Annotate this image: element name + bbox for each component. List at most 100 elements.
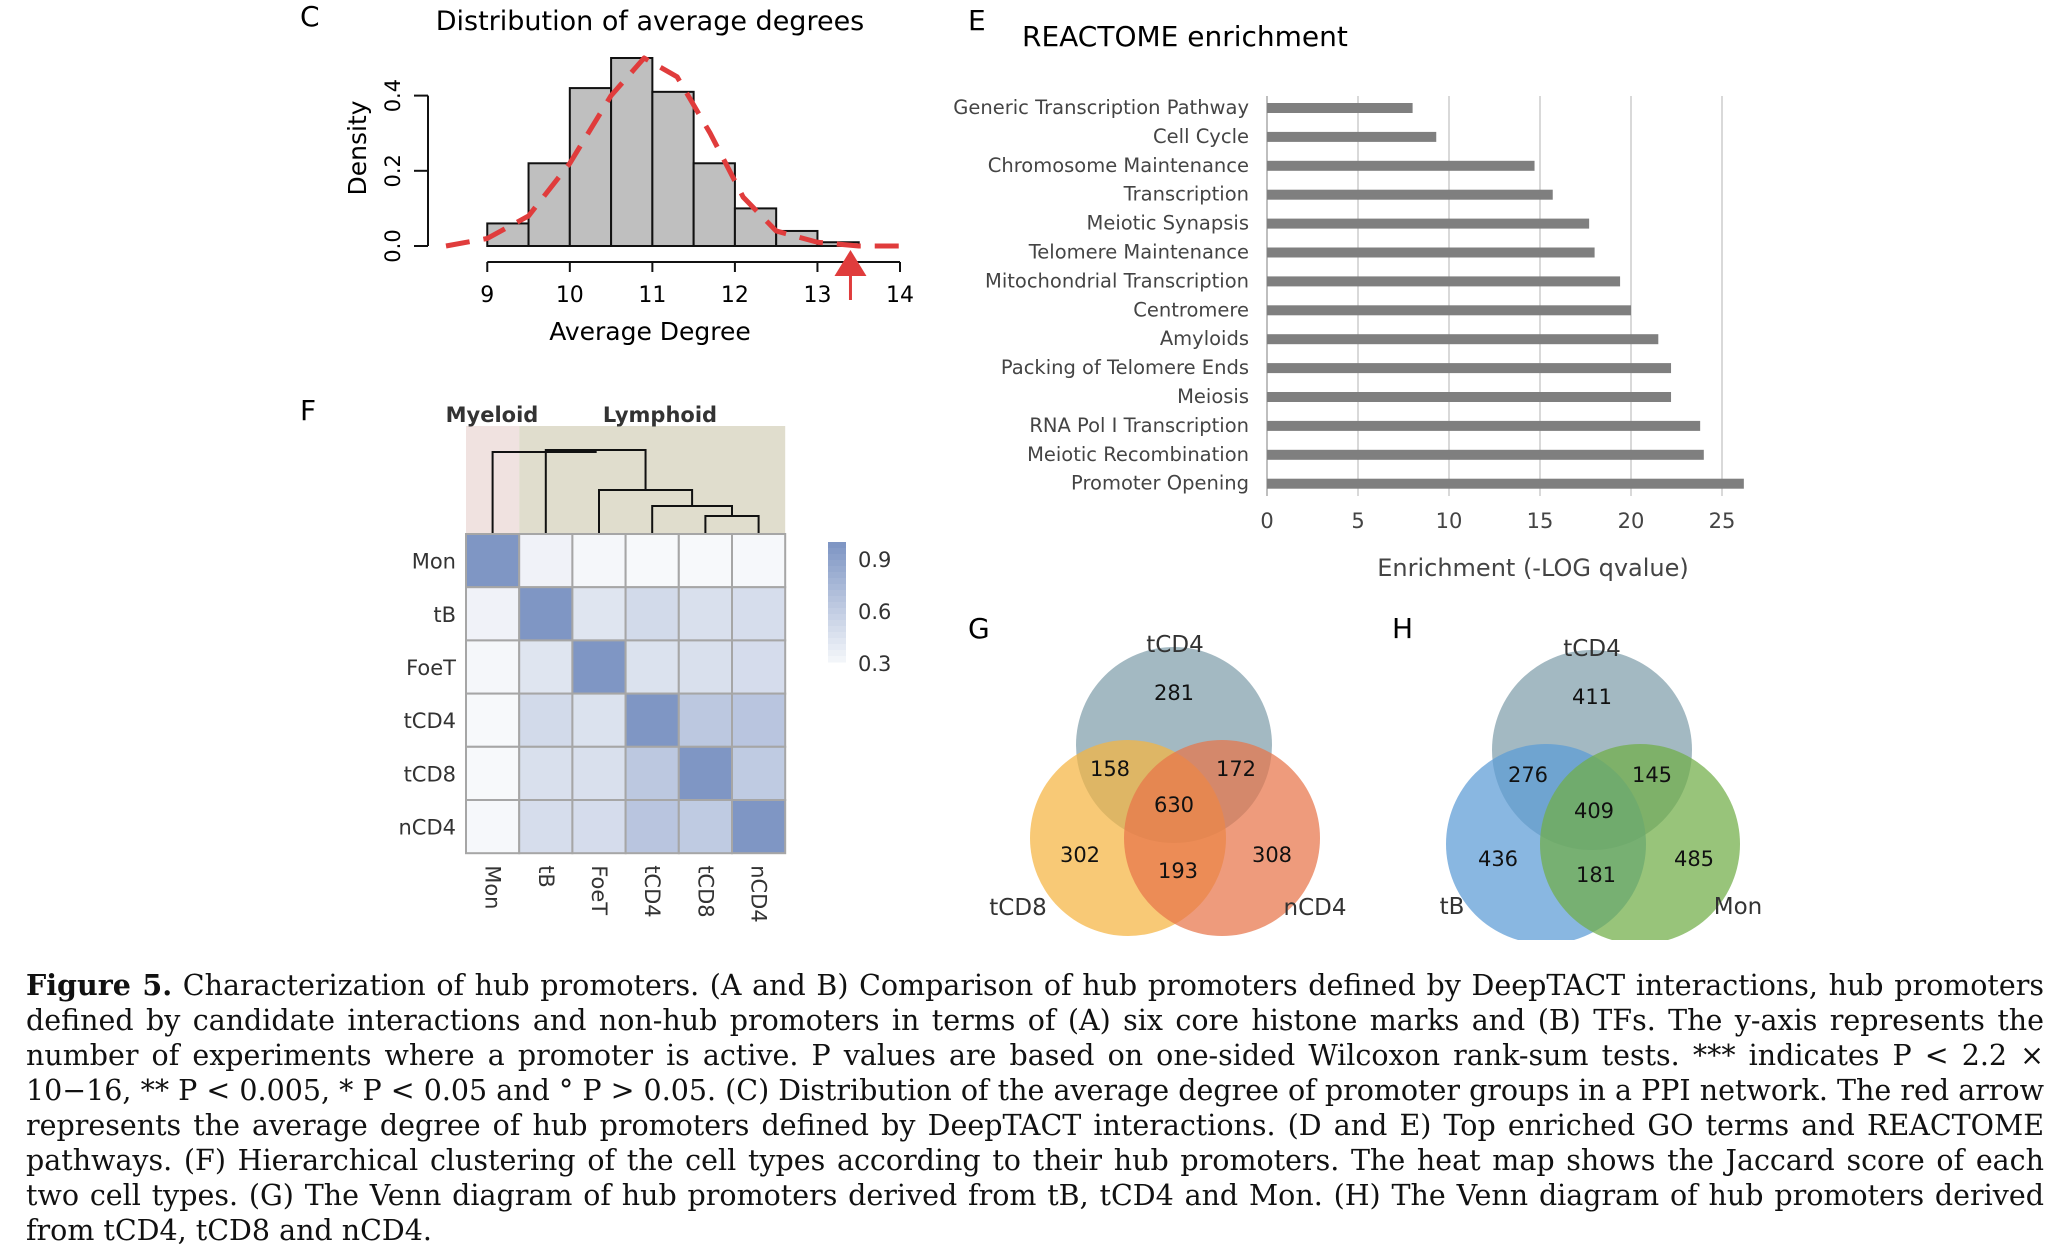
figure-panels: C Distribution of average degrees 0.0 0.2…: [300, 0, 1762, 940]
panel-e: E REACTOME enrichment Generic Transcript…: [953, 4, 1744, 582]
heatmap-cell: [731, 692, 787, 748]
heatmap-cell: [465, 639, 521, 695]
heatmap-cell: [624, 799, 680, 855]
venn-count: 145: [1632, 763, 1672, 787]
x-tick-label: 15: [1527, 509, 1554, 533]
heatmap-cell: [518, 586, 574, 642]
panel-f: F Myeloid Lymphoid Mon tB FoeT tCD4 tCD8 nCD4 Mo…: [300, 394, 891, 923]
caption-label: Figure 5.: [26, 968, 173, 1002]
colorbar-step: [828, 656, 846, 663]
histogram-bar: [692, 162, 736, 247]
colorbar-step: [828, 620, 846, 627]
panel-e-letter: E: [968, 4, 986, 37]
heatmap-cell: [571, 745, 627, 801]
heatmap-cell: [571, 639, 627, 695]
colorbar-step: [828, 602, 846, 609]
colorbar-step: [828, 548, 846, 555]
enrichment-bar: [1267, 131, 1437, 142]
heatmap-cell: [465, 586, 521, 642]
panel-c-letter: C: [300, 0, 320, 33]
venn-count: 181: [1576, 863, 1616, 887]
heatmap-cell: [571, 799, 627, 855]
enrichment-bar: [1267, 247, 1595, 258]
enrichment-bar: [1267, 449, 1704, 460]
enrichment-bar: [1267, 478, 1744, 489]
colorbar-step: [828, 560, 846, 567]
heatmap-cell: [677, 745, 733, 801]
category-label: Transcription: [1123, 183, 1249, 206]
heatmap-cell: [518, 692, 574, 748]
venn-count: 172: [1216, 757, 1256, 781]
heatmap-cell: [518, 533, 574, 589]
dendrogram-link: [491, 450, 597, 534]
figure-caption: Figure 5. Characterization of hub promot…: [26, 968, 2044, 1248]
heatmap-cell: [624, 745, 680, 801]
colorbar-tick-label: 0.6: [858, 600, 891, 624]
x-tick-label: 25: [1709, 509, 1736, 533]
enrichment-bar: [1267, 103, 1413, 113]
density-curve: [445, 55, 900, 249]
x-tick-label: 14: [886, 283, 914, 308]
histogram-bar: [775, 229, 819, 248]
heatmap-cell: [518, 639, 574, 695]
category-label: Meiotic Recombination: [1027, 443, 1249, 466]
histogram-bar: [527, 162, 571, 247]
heatmap-row-label: nCD4: [398, 816, 456, 840]
heatmap-row-label: tB: [433, 603, 456, 627]
venn-count: 436: [1478, 847, 1518, 871]
category-label: Amyloids: [1160, 327, 1249, 350]
heatmap-col-label: nCD4: [747, 865, 771, 923]
colorbar-tick-label: 0.9: [858, 548, 891, 572]
heatmap-cell: [571, 586, 627, 642]
category-label: Meiosis: [1177, 385, 1249, 408]
panel-c: C Distribution of average degrees 0.0 0.2…: [300, 0, 914, 346]
histogram-ylabel: Density: [343, 100, 372, 195]
enrichment-bar: [1267, 276, 1621, 287]
x-tick-label: 5: [1351, 509, 1364, 533]
heatmap-cell: [465, 745, 521, 801]
heatmap-cell: [731, 799, 787, 855]
y-tick-label: 0.0: [381, 229, 405, 262]
category-label: Packing of Telomere Ends: [1001, 356, 1249, 379]
heatmap-row-label: FoeT: [406, 656, 456, 680]
x-tick-label: 9: [480, 283, 494, 308]
colorbar-step: [828, 626, 846, 633]
venn-count: 276: [1508, 763, 1548, 787]
enrichment-bar: [1267, 160, 1535, 171]
panel-g-letter: G: [968, 612, 990, 645]
heatmap-cell: [624, 586, 680, 642]
red-arrow-icon: [834, 250, 867, 276]
histogram-bar: [651, 90, 695, 247]
caption-text: Characterization of hub promoters. (A an…: [26, 969, 2044, 1247]
venn-count: 158: [1090, 757, 1130, 781]
histogram-bar: [568, 87, 613, 247]
category-label: Chromosome Maintenance: [988, 154, 1249, 177]
venn-set-label: nCD4: [1284, 895, 1347, 921]
venn-count: 281: [1154, 681, 1194, 705]
panel-h: H tCD4 tB Mon 411 436 485 276 145 181 409: [1392, 612, 1762, 940]
heatmap-col-label: tCD8: [693, 865, 717, 917]
venn-count: 308: [1252, 843, 1292, 867]
heatmap-cell: [571, 533, 627, 589]
venn-circle-nCD4: [1124, 740, 1320, 936]
panel-f-letter: F: [300, 394, 316, 427]
venn-count: 630: [1154, 793, 1194, 817]
heatmap-cell: [518, 799, 574, 855]
histogram-title: Distribution of average degrees: [436, 6, 865, 37]
heatmap-cell: [624, 533, 680, 589]
heatmap-col-label: tB: [534, 865, 558, 888]
enrichment-bar: [1267, 363, 1672, 374]
venn-set-label: tCD4: [1146, 632, 1203, 658]
heatmap-cell: [677, 586, 733, 642]
heatmap-cell: [677, 799, 733, 855]
heatmap-cell: [677, 639, 733, 695]
y-tick-label: 0.2: [381, 154, 405, 187]
heatmap-col-label: tCD4: [640, 865, 664, 917]
x-tick-label: 0: [1260, 509, 1273, 533]
venn-count: 411: [1572, 685, 1612, 709]
x-tick-label: 10: [556, 283, 584, 308]
colorbar-step: [828, 614, 846, 621]
venn-count: 193: [1158, 859, 1198, 883]
enrichment-bar: [1267, 334, 1659, 345]
heatmap-cell: [731, 586, 787, 642]
